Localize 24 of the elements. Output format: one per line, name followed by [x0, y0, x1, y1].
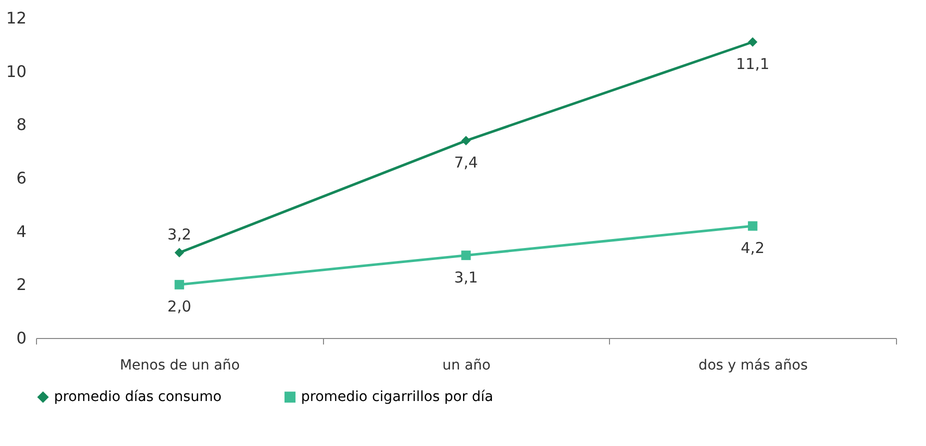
- data-label: 2,0: [167, 298, 192, 316]
- legend-label: promedio días consumo: [54, 389, 222, 406]
- y-tick-label: 2: [16, 275, 26, 294]
- y-tick-label: 8: [16, 115, 26, 134]
- x-tick-label: dos y más años: [698, 358, 808, 374]
- point: [174, 248, 184, 258]
- point: [748, 37, 758, 47]
- y-tick-label: 0: [16, 328, 26, 348]
- x-tick-label: un año: [442, 358, 491, 374]
- point: [748, 221, 758, 231]
- data-label: 7,4: [454, 154, 478, 172]
- legend-label: promedio cigarrillos por día: [301, 389, 494, 406]
- y-tick-label: 4: [16, 222, 26, 241]
- y-tick-label: 12: [6, 8, 26, 28]
- data-label: 3,2: [167, 226, 192, 244]
- data-label: 4,2: [740, 239, 765, 257]
- data-label: 3,1: [454, 268, 478, 286]
- point: [174, 280, 184, 290]
- point: [461, 136, 471, 146]
- x-tick-label: Menos de un año: [120, 358, 240, 374]
- y-tick-label: 6: [16, 168, 26, 188]
- data-label: 11,1: [736, 55, 770, 73]
- point: [461, 250, 471, 260]
- y-tick-label: 10: [6, 62, 26, 81]
